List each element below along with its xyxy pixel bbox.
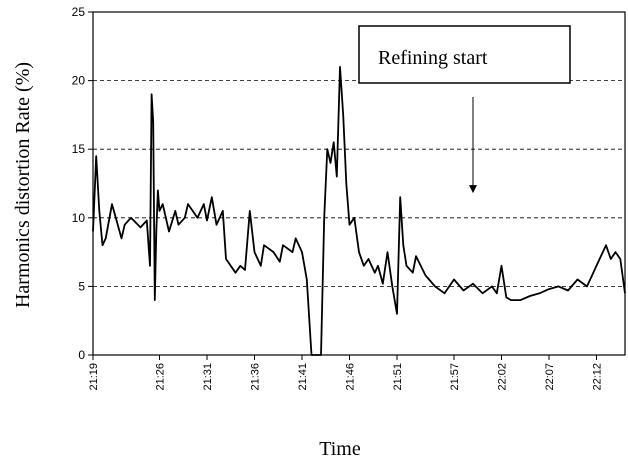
annotation-box	[358, 25, 571, 84]
x-tick-label: 21:57	[449, 363, 461, 391]
x-axis-ticks: 21:19 21:26 21:31 21:36 21:41 21:46 21:51 21:57…	[88, 355, 604, 391]
y-tick-label: 10	[72, 211, 86, 225]
y-axis-title: Harmonics distortion Rate (%)	[12, 62, 34, 308]
x-axis-title: Time	[319, 438, 361, 460]
annotation: Refining start	[358, 25, 571, 194]
series-line	[92, 66, 626, 356]
x-tick-label: 21:41	[297, 363, 309, 391]
plot-area	[92, 11, 626, 356]
y-tick-label: 15	[72, 142, 86, 156]
x-tick-label: 21:51	[392, 363, 404, 391]
gridlines	[93, 80, 625, 287]
x-tick-label: 22:07	[544, 363, 556, 391]
x-tick-label: 21:46	[345, 363, 357, 391]
y-tick-label: 5	[78, 279, 85, 293]
annotation-text: Refining start	[378, 47, 488, 69]
x-tick-label: 22:02	[497, 363, 509, 391]
x-tick-label: 22:12	[592, 363, 604, 391]
x-tick-label: 21:36	[250, 363, 262, 391]
x-tick-label: 21:26	[155, 363, 167, 391]
x-tick-label: 21:19	[88, 363, 100, 391]
y-tick-label: 0	[78, 348, 85, 362]
y-tick-label: 20	[72, 74, 86, 88]
x-tick-label: 21:31	[202, 363, 214, 391]
y-axis-ticks: 0 5 10 15 20 25	[72, 5, 93, 362]
y-tick-label: 25	[72, 5, 86, 19]
annotation-arrowhead	[469, 185, 477, 194]
